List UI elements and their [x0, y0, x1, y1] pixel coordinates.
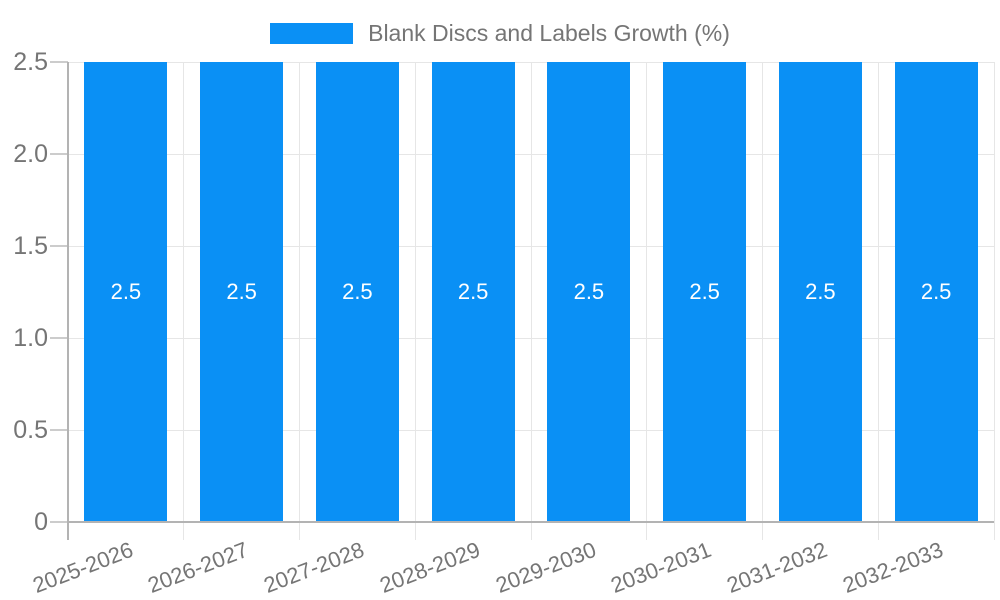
bar-value-label: 2.5 [920, 279, 952, 304]
h-gridline [68, 337, 994, 339]
bar[interactable] [84, 62, 168, 522]
x-tick-label: 2029-2030 [491, 536, 600, 598]
y-tick-label: 1.0 [13, 324, 48, 352]
v-gridline [993, 62, 995, 540]
x-tick-label: 2026-2027 [144, 536, 252, 598]
v-gridline [877, 62, 879, 540]
x-tick-label: 2027-2028 [260, 536, 368, 598]
bar-value-label: 2.5 [689, 279, 720, 304]
x-tick-label: 2028-2029 [376, 536, 484, 598]
bar[interactable] [663, 62, 747, 522]
v-gridline [183, 62, 185, 540]
x-tick-label: 2025-2026 [28, 536, 137, 598]
bar-value-label: 2.5 [226, 279, 257, 304]
bar[interactable] [200, 62, 284, 522]
bar-value-label: 2.5 [342, 279, 373, 304]
bar-value-label: 2.5 [110, 279, 142, 304]
y-tick-label: 2.0 [13, 140, 48, 168]
y-tick [50, 153, 68, 155]
bar[interactable] [778, 62, 862, 522]
v-gridline [762, 62, 763, 540]
x-tick-label: 2031-2032 [723, 536, 831, 598]
v-gridline [414, 62, 416, 540]
bar-value-label: 2.5 [805, 279, 836, 304]
x-axis-line [68, 521, 994, 523]
y-tick [50, 429, 68, 431]
y-tick [50, 245, 68, 247]
h-gridline [68, 61, 994, 63]
bar[interactable] [547, 62, 631, 522]
bar[interactable] [894, 62, 978, 522]
bar[interactable] [431, 62, 515, 522]
h-gridline [68, 245, 994, 247]
legend: Blank Discs and Labels Growth (%) [0, 16, 1000, 50]
legend-swatch [270, 22, 354, 44]
bar-value-label: 2.5 [457, 279, 489, 304]
y-tick-label: 0.5 [13, 416, 48, 444]
y-tick-label: 0 [34, 508, 48, 536]
y-tick [50, 61, 68, 63]
h-gridline [68, 429, 994, 431]
y-tick-label: 2.5 [13, 48, 48, 76]
legend-label: Blank Discs and Labels Growth (%) [368, 19, 730, 46]
y-axis-line [67, 62, 69, 540]
y-tick [50, 337, 68, 339]
y-tick-label: 1.5 [13, 232, 48, 260]
x-tick-label: 2030-2031 [607, 536, 715, 598]
v-gridline [299, 62, 300, 540]
x-tick-label: 2032-2033 [839, 536, 947, 598]
v-gridline [646, 62, 648, 540]
v-gridline [530, 62, 532, 540]
y-tick [50, 521, 68, 523]
h-gridline [68, 153, 994, 155]
bar-value-label: 2.5 [573, 279, 605, 304]
bar[interactable] [315, 62, 399, 522]
